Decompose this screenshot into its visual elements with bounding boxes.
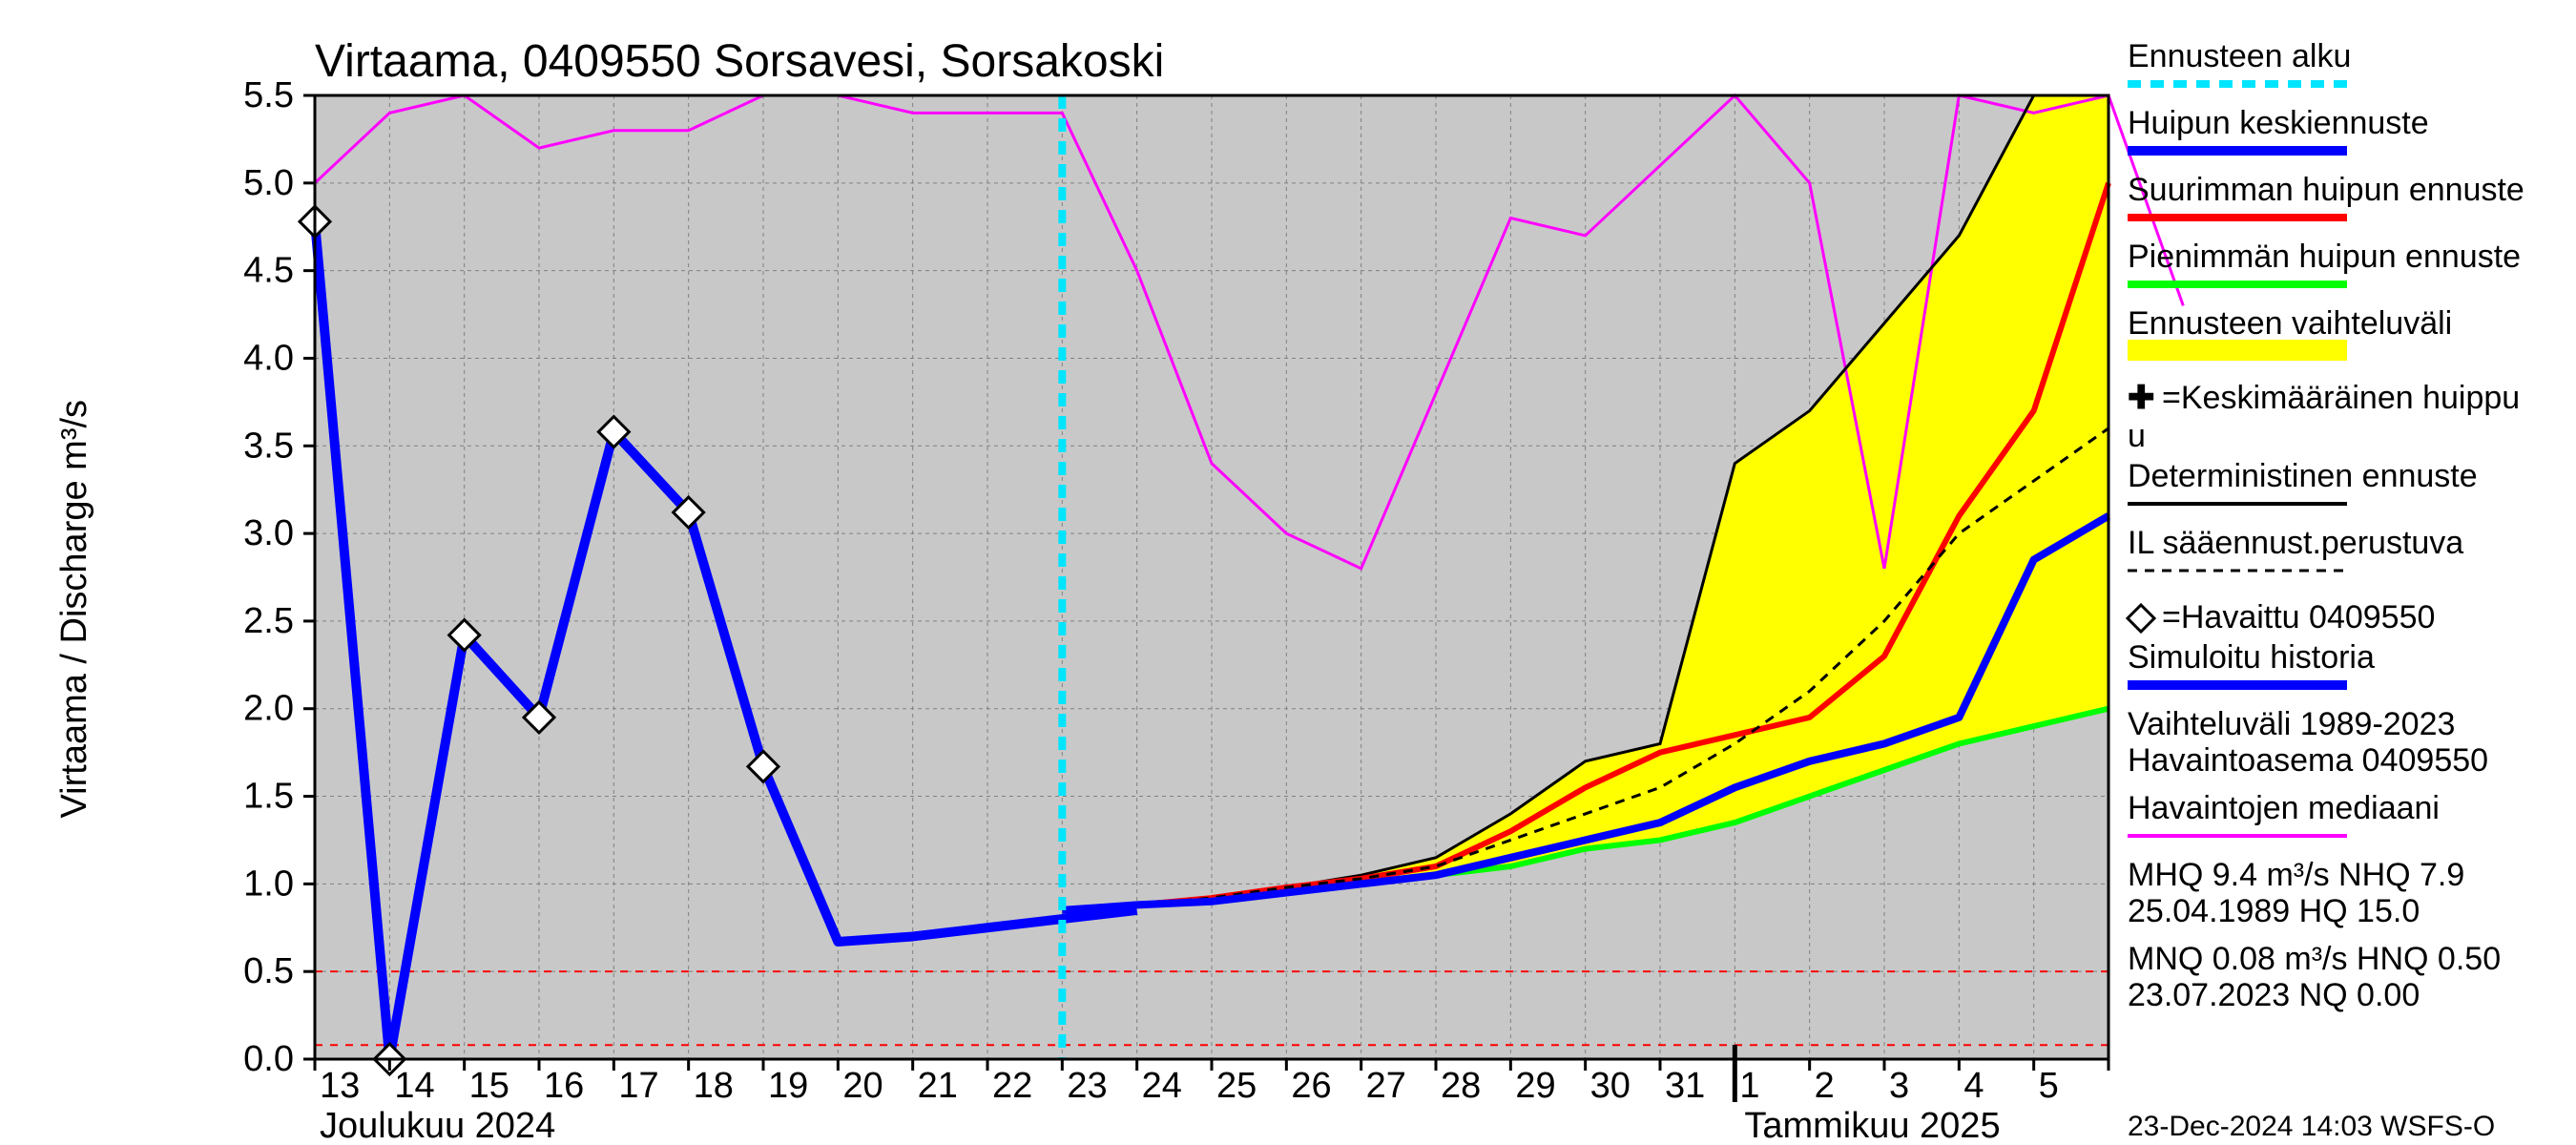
legend-label: Pienimmän huipun ennuste (2128, 239, 2521, 275)
legend-label: Huipun keskiennuste (2128, 105, 2429, 141)
x-tick-label: 21 (918, 1066, 958, 1106)
x-tick-label: 2 (1815, 1066, 1835, 1106)
legend-label: Vaihteluväli 1989-2023 (2128, 706, 2455, 742)
legend-label: u (2128, 418, 2146, 454)
x-tick-label: 1 (1739, 1066, 1759, 1106)
legend-label: 25.04.1989 HQ 15.0 (2128, 893, 2420, 929)
x-tick-label: 22 (992, 1066, 1032, 1106)
legend-label: IL sääennust.perustuva (2128, 525, 2463, 561)
x-tick-label: 13 (320, 1066, 360, 1106)
x-tick-label: 5 (2039, 1066, 2059, 1106)
legend-label: Simuloitu historia (2128, 639, 2375, 676)
y-tick-label: 2.5 (243, 601, 294, 641)
y-tick-label: 5.0 (243, 163, 294, 203)
legend-label: MHQ 9.4 m³/s NHQ 7.9 (2128, 857, 2464, 893)
chart-title: Virtaama, 0409550 Sorsavesi, Sorsakoski (315, 36, 1164, 87)
y-tick-label: 1.0 (243, 864, 294, 904)
y-tick-label: 4.0 (243, 338, 294, 378)
y-tick-label: 0.0 (243, 1039, 294, 1079)
x-tick-label: 3 (1889, 1066, 1909, 1106)
diamond-icon (2128, 605, 2154, 632)
x-tick-label: 31 (1665, 1066, 1705, 1106)
x-tick-label: 24 (1142, 1066, 1182, 1106)
y-tick-label: 0.5 (243, 951, 294, 991)
x-tick-label: 4 (1963, 1066, 1984, 1106)
legend-label: Havaintoasema 0409550 (2128, 742, 2488, 779)
legend-label: Ennusteen alku (2128, 38, 2351, 74)
x-tick-label: 28 (1441, 1066, 1481, 1106)
legend-label: Suurimman huipun ennuste (2128, 172, 2524, 208)
y-axis-label: Virtaama / Discharge m³/s (54, 400, 94, 819)
x-tick-label: 30 (1590, 1066, 1631, 1106)
plus-icon: ✚ (2128, 380, 2155, 416)
chart-container: { "chart": { "type": "line", "title": "V… (0, 0, 2576, 1145)
month-label-left-1: Joulukuu 2024 (320, 1106, 555, 1145)
footer-timestamp: 23-Dec-2024 14:03 WSFS-O (2128, 1111, 2495, 1142)
legend-label: =Keskimääräinen huippu (2162, 380, 2520, 416)
x-tick-label: 27 (1366, 1066, 1406, 1106)
x-tick-label: 20 (842, 1066, 883, 1106)
y-tick-label: 2.0 (243, 689, 294, 729)
x-tick-label: 23 (1067, 1066, 1107, 1106)
y-tick-label: 5.5 (243, 75, 294, 115)
y-tick-label: 3.5 (243, 426, 294, 466)
x-tick-label: 19 (768, 1066, 808, 1106)
discharge-chart: 0.00.51.01.52.02.53.03.54.04.55.05.51314… (0, 0, 2576, 1145)
y-tick-label: 3.0 (243, 513, 294, 553)
y-tick-label: 1.5 (243, 777, 294, 817)
x-tick-label: 26 (1291, 1066, 1331, 1106)
y-tick-label: 4.5 (243, 251, 294, 291)
month-label-right-1: Tammikuu 2025 (1744, 1106, 2000, 1145)
x-tick-label: 16 (544, 1066, 584, 1106)
legend-label: =Havaittu 0409550 (2162, 599, 2435, 635)
legend-label: 23.07.2023 NQ 0.00 (2128, 977, 2420, 1013)
x-tick-label: 18 (694, 1066, 734, 1106)
legend-label: Deterministinen ennuste (2128, 458, 2478, 494)
x-tick-label: 14 (394, 1066, 434, 1106)
x-tick-label: 25 (1216, 1066, 1257, 1106)
x-tick-label: 17 (618, 1066, 658, 1106)
x-tick-label: 29 (1515, 1066, 1555, 1106)
legend-label: MNQ 0.08 m³/s HNQ 0.50 (2128, 941, 2501, 977)
legend-label: Ennusteen vaihteluväli (2128, 305, 2452, 342)
legend-label: Havaintojen mediaani (2128, 790, 2440, 826)
x-tick-label: 15 (469, 1066, 509, 1106)
